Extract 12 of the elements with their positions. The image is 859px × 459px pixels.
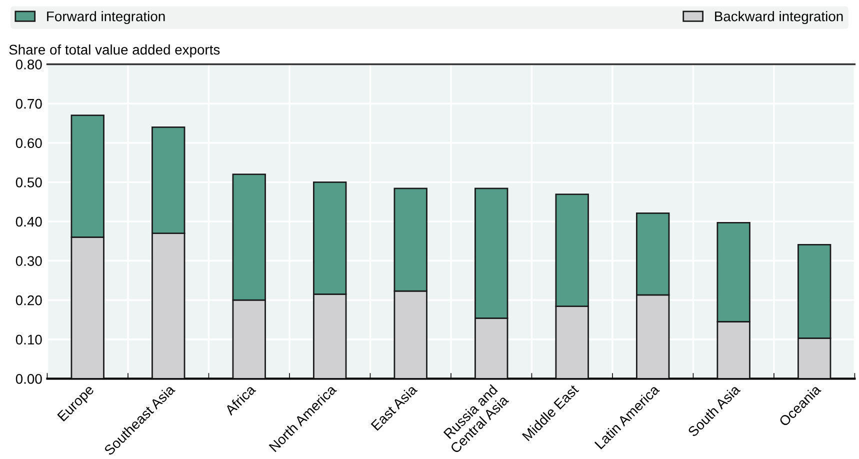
y-tick-label: 0.20 xyxy=(16,295,42,306)
y-axis-title: Share of total value added exports xyxy=(9,44,220,58)
y-tick-label: 0.10 xyxy=(16,334,42,345)
y-tick-label: 0.30 xyxy=(16,256,42,266)
y-tick-label: 0.80 xyxy=(16,60,42,70)
y-tick-label: 0.40 xyxy=(16,216,42,227)
y-tick-label: 0.60 xyxy=(16,138,42,148)
y-tick-label: 0.50 xyxy=(16,178,42,188)
legend-label: Backward integration xyxy=(715,11,843,24)
legend-label: Forward integration xyxy=(47,11,165,24)
y-tick-label: 0.00 xyxy=(16,374,42,384)
y-tick-label: 0.70 xyxy=(16,98,42,109)
